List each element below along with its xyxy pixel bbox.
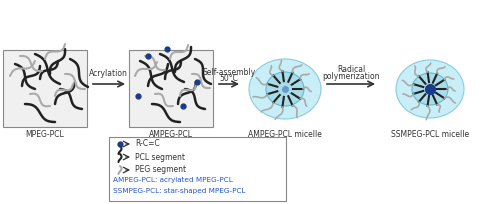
FancyBboxPatch shape: [3, 50, 87, 127]
Text: SSMPEG-PCL: star-shaped MPEG-PCL: SSMPEG-PCL: star-shaped MPEG-PCL: [113, 188, 246, 194]
Text: MPEG-PCL: MPEG-PCL: [26, 130, 64, 139]
Text: Self-assembly: Self-assembly: [202, 68, 256, 77]
Ellipse shape: [412, 73, 448, 105]
FancyBboxPatch shape: [129, 50, 213, 127]
Text: AMPEG-PCL: acrylated MPEG-PCL: AMPEG-PCL: acrylated MPEG-PCL: [113, 177, 233, 183]
Ellipse shape: [249, 59, 321, 119]
Text: SSMPEG-PCL micelle: SSMPEG-PCL micelle: [391, 130, 469, 139]
Text: PEG segment: PEG segment: [135, 165, 186, 174]
Ellipse shape: [266, 72, 304, 106]
Text: 50°C: 50°C: [220, 74, 238, 83]
Text: polymerization: polymerization: [322, 72, 380, 81]
Text: R-C=C: R-C=C: [135, 140, 160, 149]
Ellipse shape: [396, 60, 464, 118]
Text: Radical: Radical: [337, 65, 365, 74]
FancyBboxPatch shape: [109, 137, 286, 201]
Text: Acrylation: Acrylation: [88, 69, 128, 78]
Text: PCL segment: PCL segment: [135, 153, 185, 162]
Text: AMPEG-PCL micelle: AMPEG-PCL micelle: [248, 130, 322, 139]
Text: AMPEG-PCL: AMPEG-PCL: [149, 130, 193, 139]
